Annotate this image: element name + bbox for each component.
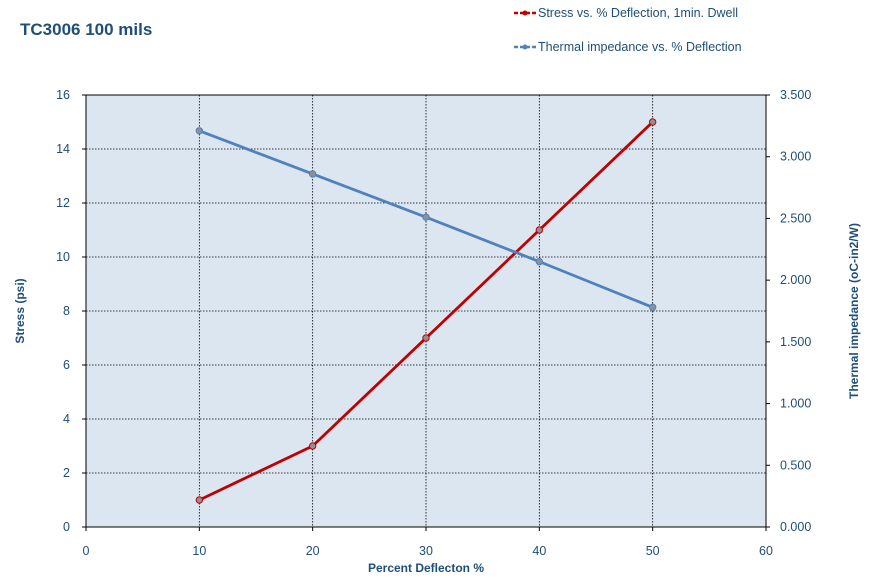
y-left-tick-label: 4 — [63, 412, 70, 426]
y-right-tick-label: 2.000 — [780, 273, 811, 287]
legend-marker-stress — [522, 10, 528, 16]
legend-entry-thermal: Thermal impedance vs. % Deflection — [514, 40, 742, 54]
legend-label-stress: Stress vs. % Deflection, 1min. Dwell — [538, 6, 738, 20]
y-left-axis-title: Stress (psi) — [13, 278, 27, 343]
data-point-stress — [195, 496, 204, 504]
series-group — [195, 118, 657, 504]
y-right-axis-ticks: 0.000 0.500 1.000 1.500 2.000 2.500 3.000 3.500 — [766, 88, 811, 534]
y-right-tick-label: 1.000 — [780, 397, 811, 411]
x-tick-label: 10 — [192, 544, 206, 558]
y-left-tick-label: 2 — [63, 466, 70, 480]
data-point-stress — [308, 442, 317, 450]
data-point-stress — [422, 334, 430, 342]
x-axis-title: Percent Deflecton % — [368, 561, 484, 575]
data-point-thermal — [195, 127, 204, 135]
y-right-tick-label: 2.500 — [780, 211, 811, 225]
y-right-tick-label: 1.500 — [780, 335, 811, 349]
gridlines — [86, 95, 766, 527]
y-left-tick-label: 6 — [63, 358, 70, 372]
x-tick-label: 60 — [759, 544, 773, 558]
x-axis-ticks: 0 10 20 30 40 50 60 — [83, 527, 773, 558]
y-right-tick-label: 0.500 — [780, 458, 811, 472]
y-right-tick-label: 3.000 — [780, 150, 811, 164]
data-point-thermal — [422, 213, 430, 221]
y-left-tick-label: 8 — [63, 304, 70, 318]
y-left-tick-label: 0 — [63, 520, 70, 534]
x-tick-label: 30 — [419, 544, 433, 558]
y-left-tick-label: 12 — [56, 196, 70, 210]
legend-marker-thermal — [522, 44, 528, 50]
x-tick-label: 0 — [83, 544, 90, 558]
y-right-tick-label: 3.500 — [780, 88, 811, 102]
data-point-thermal — [648, 303, 657, 311]
y-left-tick-label: 14 — [56, 142, 70, 156]
y-left-tick-label: 10 — [56, 250, 70, 264]
y-right-tick-label: 0.000 — [780, 520, 811, 534]
legend-entry-stress: Stress vs. % Deflection, 1min. Dwell — [514, 6, 738, 20]
data-point-thermal — [308, 170, 317, 178]
x-tick-label: 20 — [306, 544, 320, 558]
y-left-tick-label: 16 — [56, 88, 70, 102]
data-point-thermal — [535, 257, 544, 266]
y-left-axis-ticks: 0 2 4 6 8 10 12 14 16 — [56, 88, 86, 534]
x-tick-label: 50 — [646, 544, 660, 558]
x-tick-label: 40 — [532, 544, 546, 558]
legend: Stress vs. % Deflection, 1min. Dwell The… — [514, 6, 742, 54]
legend-label-thermal: Thermal impedance vs. % Deflection — [538, 40, 742, 54]
y-right-axis-title: Thermal impedance (oC-in2/W) — [847, 223, 861, 399]
data-point-stress — [648, 118, 657, 126]
chart-title: TC3006 100 mils — [20, 20, 152, 39]
data-point-stress — [535, 226, 544, 234]
